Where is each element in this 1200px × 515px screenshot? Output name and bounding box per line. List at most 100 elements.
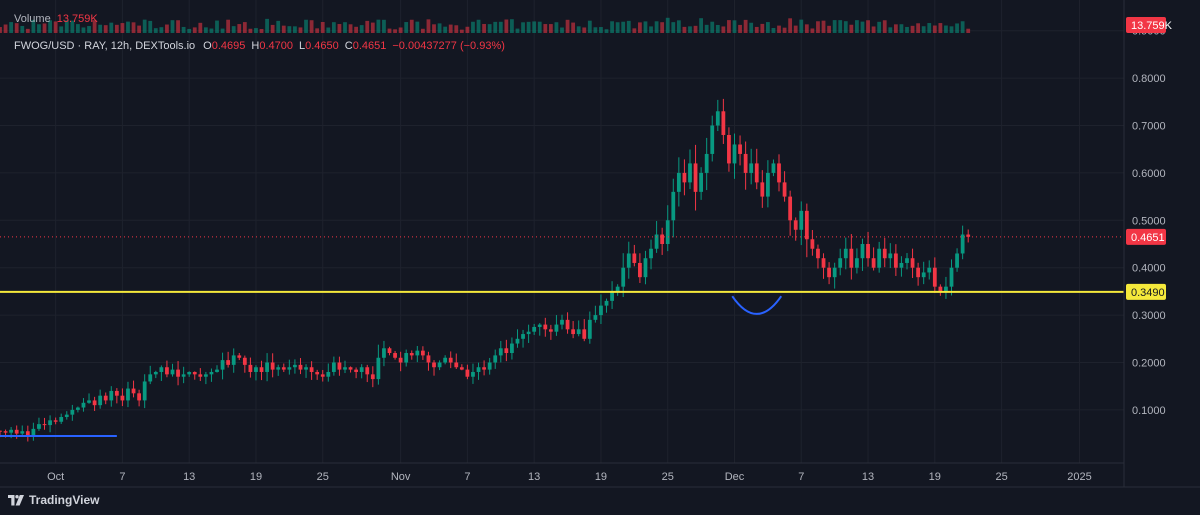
candle-body — [237, 355, 242, 358]
candle-body — [242, 357, 247, 365]
volume-bar — [510, 19, 514, 33]
volume-bar — [459, 29, 464, 33]
volume-bar — [749, 22, 754, 33]
volume-bar — [209, 28, 214, 33]
price-axis[interactable]: 0.1000 0.2000 0.3000 0.4000 0.5000 0.6000 0.70… — [1132, 26, 1166, 417]
volume-bar — [354, 26, 359, 33]
volume-bar — [543, 24, 548, 33]
volume-bar — [838, 20, 843, 33]
volume-bar — [610, 21, 614, 33]
candle-body — [688, 163, 692, 183]
candle-body — [949, 267, 954, 287]
rounded-bottom-curve[interactable] — [731, 295, 783, 315]
time-tick-label: 19 — [929, 471, 941, 483]
candle-body — [715, 111, 720, 126]
time-axis[interactable]: Oct 7 13 19 25 Nov 7 13 19 25 Dec 7 13 19 25 2025 — [47, 471, 1092, 483]
candle-body — [932, 267, 937, 287]
volume-bar — [237, 24, 242, 33]
candlesticks — [0, 98, 971, 442]
volume-bar — [521, 22, 525, 33]
tradingview-logo[interactable]: TradingView — [8, 493, 99, 507]
symbol-title[interactable]: FWOG/USD · RAY, 12h, DEXTools.io — [14, 40, 196, 52]
volume-bar — [3, 24, 8, 33]
tradingview-logo-icon — [8, 494, 24, 505]
candle-body — [409, 353, 414, 356]
candle-body — [543, 324, 548, 330]
candle-body — [548, 329, 553, 332]
volume-bar — [504, 19, 509, 33]
volume-bar — [888, 27, 893, 33]
close-key: C — [344, 40, 353, 52]
candle-body — [660, 234, 665, 244]
candle-body — [777, 163, 781, 183]
candle-body — [415, 350, 420, 356]
volume-bar — [526, 21, 531, 33]
candle-body — [376, 357, 381, 380]
price-tick-label: 0.1000 — [1132, 405, 1166, 417]
candle-body — [170, 369, 175, 375]
candle-body — [843, 248, 848, 259]
volume-bar — [571, 22, 576, 33]
volume-bar — [465, 26, 470, 33]
candle-body — [610, 291, 614, 301]
volume-bar — [799, 19, 804, 33]
volume-bar — [142, 19, 147, 33]
candle-body — [331, 362, 336, 372]
volume-bar — [120, 23, 125, 33]
candle-body — [320, 374, 325, 377]
volume-bar — [25, 28, 30, 33]
volume-bar — [649, 26, 653, 33]
volume-bar — [192, 27, 197, 33]
volume-bar — [265, 18, 269, 33]
support-price-tag: 0.3490 — [1126, 283, 1166, 300]
candle-body — [281, 367, 286, 370]
candle-body — [632, 253, 637, 263]
price-tick-label: 0.4000 — [1132, 263, 1166, 275]
volume-bar — [899, 24, 904, 33]
volume-bar — [376, 19, 381, 33]
volume-bar — [682, 26, 687, 33]
candle-body — [248, 364, 253, 372]
open-key: O — [203, 40, 212, 52]
candle-body — [198, 374, 203, 377]
volume-bar — [593, 27, 598, 33]
volume-bar — [409, 19, 414, 33]
candle-body — [370, 374, 375, 380]
time-tick-label: Nov — [391, 471, 411, 483]
volume-bar — [738, 24, 742, 33]
volume-bar — [298, 27, 303, 33]
volume-bar — [493, 21, 498, 33]
candle-body — [643, 258, 648, 278]
volume-bar — [843, 21, 848, 33]
time-tick-label: 13 — [862, 471, 874, 483]
candle-body — [576, 329, 581, 335]
chart-drawings[interactable] — [0, 236, 1124, 437]
change-value: −0.00437277 (−0.93%) — [392, 40, 505, 52]
candle-body — [176, 369, 180, 377]
time-tick-label: 25 — [662, 471, 674, 483]
volume-bar — [671, 22, 676, 33]
volume-bar — [910, 25, 915, 33]
volume-bar — [9, 22, 14, 33]
volume-bar — [732, 20, 737, 33]
time-tick-label: 2025 — [1067, 471, 1091, 483]
volume-bar — [148, 20, 153, 33]
candle-body — [649, 248, 653, 259]
volume-bar — [482, 23, 486, 33]
volume-bar — [37, 24, 41, 33]
candle-body — [804, 210, 809, 240]
candle-body — [459, 367, 464, 370]
volume-bar — [114, 24, 119, 33]
volume-bar — [276, 20, 281, 33]
volume-bar — [565, 19, 570, 33]
candle-body — [515, 338, 520, 344]
candle-body — [966, 234, 971, 237]
candle-body — [304, 367, 308, 370]
candle-body — [53, 420, 58, 422]
symbol-legend[interactable]: FWOG/USD · RAY, 12h, DEXTools.io O0.4695 H… — [14, 40, 511, 52]
candle-body — [849, 248, 854, 268]
volume-bar — [176, 20, 180, 33]
candle-body — [654, 234, 659, 249]
volume-bar — [777, 25, 781, 33]
